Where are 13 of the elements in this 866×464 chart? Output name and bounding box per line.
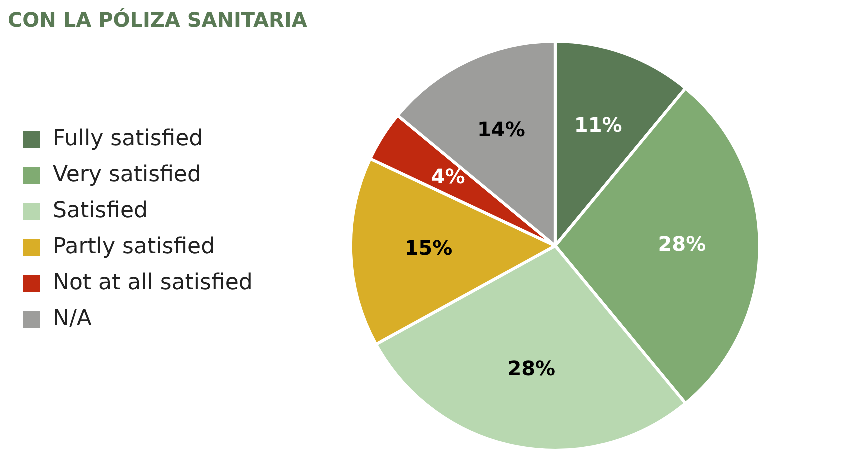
legend-label: Fully satisfied — [53, 126, 204, 152]
data-label: 28% — [658, 232, 706, 256]
data-label: 14% — [477, 117, 526, 142]
data-label: 4% — [431, 164, 466, 188]
legend-label: Not at all satisfied — [53, 270, 253, 296]
chart-title: CON LA PÓLIZA SANITARIA — [8, 8, 308, 32]
legend-label: N/A — [53, 306, 92, 332]
legend-label: Satisfied — [53, 198, 148, 224]
data-label: 11% — [574, 112, 622, 137]
data-label: 28% — [508, 356, 556, 381]
legend-label: Partly satisfied — [53, 234, 216, 260]
data-label: 15% — [404, 236, 453, 260]
legend-label: Very satisfied — [53, 162, 202, 188]
